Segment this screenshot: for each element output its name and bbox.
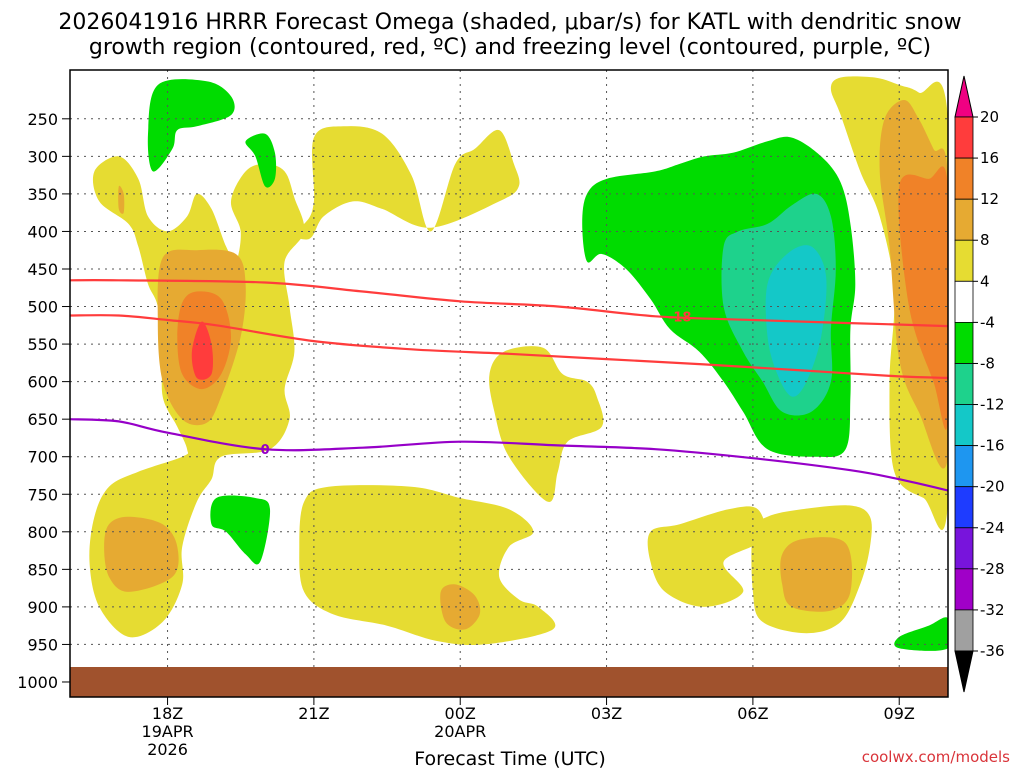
x-tick-date-00Z: 20APR bbox=[434, 722, 486, 741]
colorbar-band-3 bbox=[954, 198, 974, 241]
omega-region-17 bbox=[147, 79, 235, 172]
contour-label-1: -18 bbox=[668, 310, 692, 325]
colorbar-label-5: 4 bbox=[980, 272, 990, 290]
omega-shading bbox=[89, 76, 948, 651]
contour-lines: -18 0 bbox=[70, 279, 948, 492]
colorbar-label-12: -28 bbox=[980, 560, 1005, 578]
y-tick-label-500: 500 bbox=[27, 298, 58, 317]
colorbar-label-13: -32 bbox=[980, 601, 1005, 619]
colorbar-band-1 bbox=[954, 116, 974, 159]
y-tick-label-800: 800 bbox=[27, 523, 58, 542]
x-tick-label-00Z: 00Z bbox=[445, 704, 476, 723]
y-tick-label-750: 750 bbox=[27, 485, 58, 504]
colorbar-label-6: -4 bbox=[980, 313, 995, 331]
colorbar-band-7 bbox=[954, 363, 974, 405]
x-tick-label-03Z: 03Z bbox=[591, 704, 622, 723]
colorbar-band-13 bbox=[954, 609, 974, 652]
colorbar-band-9 bbox=[954, 445, 974, 488]
omega-region-3 bbox=[489, 346, 604, 502]
colorbar-band-11 bbox=[954, 527, 974, 570]
colorbar-band-5 bbox=[954, 280, 974, 323]
chart-title-line-2: growth region (contoured, red, ºC) and f… bbox=[89, 35, 931, 60]
y-tick-label-400: 400 bbox=[27, 222, 58, 241]
colorbar-label-14: -36 bbox=[980, 642, 1005, 660]
colorbar-band-4 bbox=[954, 239, 974, 282]
plot-area: -18 0 bbox=[69, 69, 949, 698]
contour-dgz-upper bbox=[70, 279, 948, 328]
colorbar-top-arrow bbox=[954, 75, 974, 118]
omega-region-18 bbox=[245, 133, 277, 188]
omega-region-4 bbox=[299, 485, 556, 646]
chart-title-line-1: 2026041916 HRRR Forecast Omega (shaded, … bbox=[58, 10, 961, 35]
y-tick-label-450: 450 bbox=[27, 260, 58, 279]
omega-region-13 bbox=[104, 516, 179, 592]
contour-freezing-level bbox=[70, 418, 948, 492]
colorbar-label-10: -20 bbox=[980, 478, 1005, 496]
x-tick-date-18Z: 19APR bbox=[142, 722, 194, 741]
contour-dgz-lower bbox=[70, 314, 948, 379]
x-axis-label: Forecast Time (UTC) bbox=[414, 748, 605, 768]
omega-region-12 bbox=[191, 321, 214, 380]
colorbar: 20 16 12 8 4 -4 -8 -12 -16 -20 -24 -28 -32 -36 bbox=[954, 75, 1005, 693]
ground-terrain bbox=[70, 667, 948, 697]
colorbar-label-2: 16 bbox=[980, 149, 999, 167]
y-tick-label-900: 900 bbox=[27, 598, 58, 617]
x-tick-label-18Z: 18Z bbox=[152, 704, 183, 723]
colorbar-label-11: -24 bbox=[980, 519, 1005, 537]
x-tick-label-09Z: 09Z bbox=[884, 704, 915, 723]
omega-region-16 bbox=[118, 185, 125, 214]
x-tick-label-21Z: 21Z bbox=[298, 704, 329, 723]
colorbar-label-1: 20 bbox=[980, 108, 999, 126]
colorbar-label-4: 8 bbox=[980, 231, 990, 249]
colorbar-label-9: -16 bbox=[980, 437, 1005, 455]
omega-region-9 bbox=[898, 166, 948, 430]
omega-region-23 bbox=[894, 617, 948, 651]
colorbar-band-12 bbox=[954, 568, 974, 611]
omega-region-19 bbox=[210, 495, 271, 565]
y-tick-label-650: 650 bbox=[27, 410, 58, 429]
colorbar-band-2 bbox=[954, 157, 974, 200]
contour-label-2: 0 bbox=[261, 443, 270, 458]
omega-region-2 bbox=[284, 126, 520, 240]
y-tick-label-950: 950 bbox=[27, 635, 58, 654]
colorbar-bottom-arrow bbox=[954, 650, 974, 693]
y-tick-label-600: 600 bbox=[27, 373, 58, 392]
y-tick-label-300: 300 bbox=[27, 147, 58, 166]
x-tick-label-06Z: 06Z bbox=[737, 704, 768, 723]
y-tick-label-700: 700 bbox=[27, 448, 58, 467]
y-tick-label-1000: 1000 bbox=[17, 673, 58, 692]
colorbar-band-8 bbox=[954, 404, 974, 446]
y-tick-label-550: 550 bbox=[27, 335, 58, 354]
y-tick-label-850: 850 bbox=[27, 560, 58, 579]
x-tick-year-18Z: 2026 bbox=[147, 740, 188, 759]
omega-region-14 bbox=[440, 584, 481, 630]
plot-frame bbox=[69, 69, 949, 698]
credit-text[interactable]: coolwx.com/models bbox=[862, 748, 1010, 766]
colorbar-band-6 bbox=[954, 321, 974, 364]
y-tick-label-350: 350 bbox=[27, 185, 58, 204]
y-tick-label-250: 250 bbox=[27, 110, 58, 129]
colorbar-band-10 bbox=[954, 486, 974, 529]
colorbar-label-7: -8 bbox=[980, 354, 995, 372]
y-axis: 250 300 350 400 450 500 550 600 650 700 750 800 850 9… bbox=[17, 110, 70, 692]
colorbar-label-8: -12 bbox=[980, 396, 1005, 414]
omega-region-15 bbox=[780, 537, 853, 612]
colorbar-label-3: 12 bbox=[980, 190, 999, 208]
